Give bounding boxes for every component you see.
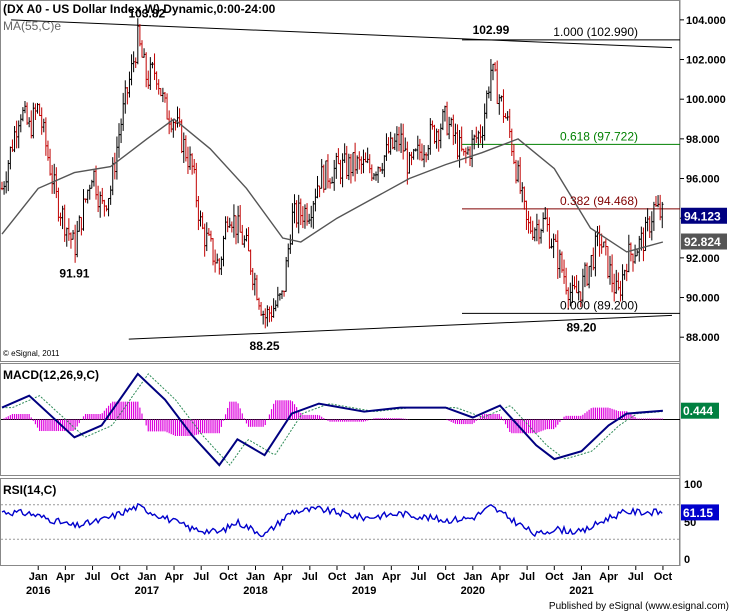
x-month-label: Apr <box>273 571 293 583</box>
x-year-label: 2017 <box>135 585 159 597</box>
price-tick-label: 104.000 <box>686 15 726 27</box>
price-bar <box>660 201 664 229</box>
x-month-label: Apr <box>599 571 619 583</box>
rsi-line <box>1 502 663 538</box>
rsi-tick-label: 100 <box>684 479 702 491</box>
x-month-label: Oct <box>111 571 130 583</box>
fib-level-label: 0.618 (97.722) <box>560 129 638 143</box>
x-month-label: Oct <box>328 571 347 583</box>
trendline <box>128 314 673 340</box>
rsi-legend: RSI(14,C) <box>3 483 56 497</box>
price-tick-label: 88.000 <box>686 332 720 344</box>
rsi-last-value: 61.15 <box>683 506 713 520</box>
macd-last-value: 0.444 <box>683 404 713 418</box>
price-tick-label: 102.000 <box>686 55 726 67</box>
price-annotation: 88.25 <box>250 339 280 353</box>
x-month-label: Oct <box>436 571 455 583</box>
x-year-label: 2016 <box>26 585 50 597</box>
ma-legend: MA(55,C)e <box>3 19 61 33</box>
price-tick-label: 96.000 <box>686 174 720 186</box>
x-month-label: Apr <box>382 571 402 583</box>
price-annotation: 91.91 <box>59 267 89 281</box>
last-ma-badge-bg <box>681 233 727 250</box>
price-annotation: 102.99 <box>473 23 510 37</box>
x-month-label: Jul <box>411 571 427 583</box>
rsi-last-badge-bg <box>681 504 719 521</box>
trendline <box>11 19 673 49</box>
macd-legend: MACD(12,26,9,C) <box>3 368 99 382</box>
x-month-label: Oct <box>219 571 238 583</box>
x-month-label: Jan <box>29 571 48 583</box>
price-annotation: 89.20 <box>566 320 596 334</box>
fib-level-label: 1.000 (102.990) <box>553 25 638 39</box>
publisher-footer: Published by eSignal (www.esignal.com) <box>549 601 729 612</box>
x-year-label: 2021 <box>569 585 593 597</box>
x-month-label: Jul <box>193 571 209 583</box>
x-month-label: Jul <box>628 571 644 583</box>
macd-last-badge-bg <box>681 402 719 419</box>
price-tick-label: 98.000 <box>686 134 720 146</box>
x-month-label: Oct <box>654 571 673 583</box>
price-tick-label: 92.000 <box>686 253 720 265</box>
x-year-label: 2020 <box>461 585 485 597</box>
last-price-badge: 94.123 <box>684 209 721 223</box>
last-ma-badge: 92.824 <box>684 235 721 249</box>
copyright-credit: © eSignal, 2011 <box>3 349 60 358</box>
price-tick-label: 100.000 <box>686 94 726 106</box>
reference-lines-layer <box>1 19 680 540</box>
labels-layer: 104.000102.000100.00098.00096.00094.0009… <box>26 6 727 597</box>
x-month-label: Jul <box>519 571 535 583</box>
fib-level-label: 0.382 (94.468) <box>560 194 638 208</box>
x-month-label: Jan <box>137 571 156 583</box>
last-price-badge-bg <box>681 207 727 224</box>
rsi-tick-label: 0 <box>684 554 690 566</box>
x-month-label: Jul <box>85 571 101 583</box>
x-month-label: Jul <box>302 571 318 583</box>
x-year-label: 2019 <box>352 585 376 597</box>
price-tick-label: 90.000 <box>686 293 720 305</box>
price-annotation: 103.82 <box>129 6 166 20</box>
x-month-label: Oct <box>545 571 564 583</box>
macd-line <box>1 372 663 467</box>
x-month-label: Jan <box>463 571 482 583</box>
price-bars-layer <box>0 18 664 436</box>
x-month-label: Apr <box>165 571 185 583</box>
x-month-label: Jan <box>572 571 591 583</box>
chart-title: (DX A0 - US Dollar Index,W) Dynamic,0:00… <box>3 2 276 16</box>
axis-panel <box>680 0 733 566</box>
x-year-label: 2018 <box>243 585 267 597</box>
indicator-lines-layer <box>1 118 664 538</box>
rsi-panel[interactable] <box>0 478 680 566</box>
x-month-label: Jan <box>246 571 265 583</box>
macd-signal-line <box>2 373 663 466</box>
ma-line <box>1 118 664 253</box>
x-month-label: Jan <box>355 571 374 583</box>
x-month-label: Apr <box>490 571 510 583</box>
fib-level-label: 0.000 (89.200) <box>560 298 638 312</box>
x-month-label: Apr <box>56 571 76 583</box>
